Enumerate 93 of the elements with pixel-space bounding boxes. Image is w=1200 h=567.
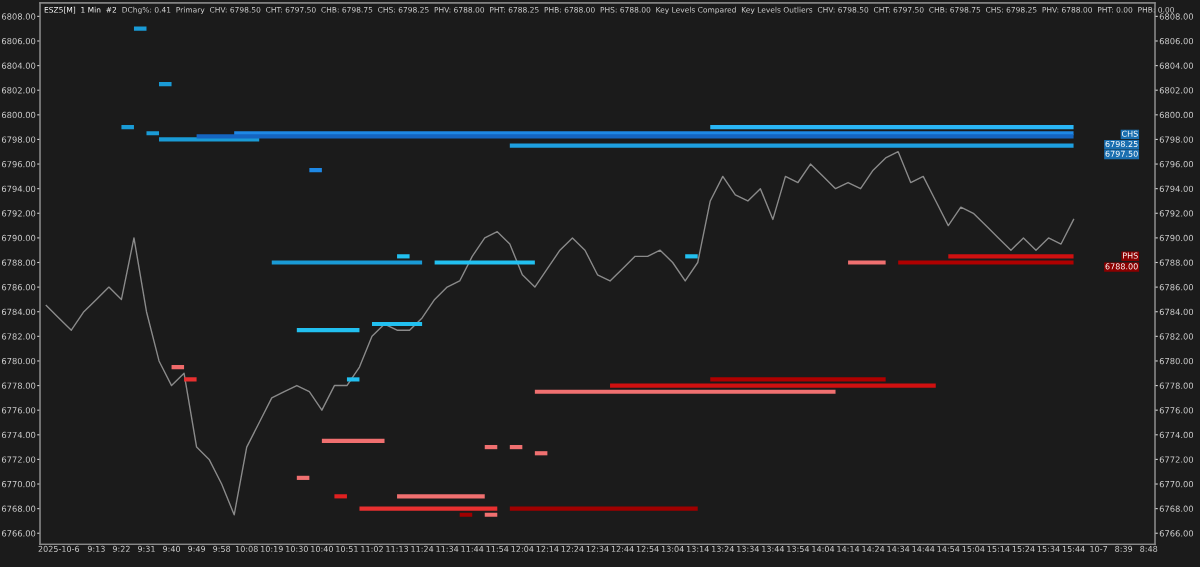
- x-tick-label: 13:44: [762, 545, 785, 552]
- y2-tick-label: 6796.00: [1159, 161, 1194, 168]
- x-tick-label: 2025-10-6: [38, 545, 80, 552]
- y-tick-label: 6778.00: [1, 382, 36, 389]
- y2-tick-label: 6802.00: [1159, 87, 1194, 94]
- y-tick-label: 6792.00: [1, 210, 36, 217]
- x-tick-label: 15:44: [1062, 545, 1085, 552]
- x-tick-label: 12:04: [511, 545, 534, 552]
- x-tick-label: 10:19: [261, 545, 283, 552]
- x-tick-label: 13:24: [712, 545, 734, 552]
- x-tick-label: 10:40: [311, 545, 333, 552]
- y-tick-label: 6802.00: [1, 87, 36, 94]
- y-tick-label: 6794.00: [1, 185, 36, 192]
- x-tick-label: 11:44: [461, 545, 484, 552]
- y-tick-label: 6808.00: [1, 13, 36, 20]
- x-tick-label: 8:39: [1115, 545, 1133, 552]
- y-tick-label: 6784.00: [1, 308, 36, 316]
- y-tick-label: 6772.00: [1, 456, 36, 463]
- y-tick-label: 6786.00: [1, 284, 36, 291]
- y-tick-label: 6766.00: [1, 530, 36, 537]
- y2-tick-label: 6766.00: [1159, 530, 1194, 537]
- x-tick-label: 9:22: [112, 545, 130, 552]
- y-tick-label: 6806.00: [1, 37, 36, 45]
- x-tick-label: 13:14: [687, 545, 709, 552]
- y2-tick-label: 6782.00: [1159, 333, 1194, 340]
- x-tick-label: 9:49: [188, 545, 206, 552]
- annotation: 6797.50: [1105, 150, 1138, 157]
- x-tick-label: 9:31: [137, 545, 155, 552]
- x-tick-label: 11:34: [436, 545, 459, 552]
- x-tick-label: 13:04: [661, 545, 684, 552]
- x-tick-label: 9:40: [163, 545, 181, 552]
- y2-tick-label: 6798.00: [1159, 136, 1194, 143]
- x-tick-label: 12:54: [636, 545, 659, 552]
- y-tick-label: 6768.00: [1, 505, 36, 512]
- x-tick-label: 14:54: [937, 545, 960, 552]
- x-tick-label: 14:44: [912, 545, 935, 552]
- y-tick-label: 6776.00: [1, 407, 36, 414]
- annotation: 6798.25: [1105, 140, 1138, 148]
- y-tick-label: 6804.00: [1, 62, 36, 69]
- y2-tick-label: 6790.00: [1159, 234, 1194, 242]
- y2-tick-label: 6784.00: [1159, 308, 1194, 316]
- y2-tick-label: 6792.00: [1159, 210, 1194, 217]
- x-tick-label: 10-7: [1090, 545, 1108, 552]
- x-tick-label: 15:14: [987, 545, 1010, 552]
- y2-tick-label: 6806.00: [1159, 37, 1194, 45]
- y-tick-label: 6798.00: [1, 136, 36, 143]
- y2-tick-label: 6774.00: [1159, 431, 1194, 439]
- x-tick-label: 15:24: [1012, 545, 1035, 552]
- y2-tick-label: 6794.00: [1159, 185, 1194, 192]
- x-tick-label: 12:24: [561, 545, 584, 552]
- y2-tick-label: 6788.00: [1159, 259, 1194, 266]
- y2-tick-label: 6780.00: [1159, 357, 1194, 365]
- y-tick-label: 6800.00: [1, 111, 36, 119]
- x-tick-label: 11:02: [361, 545, 383, 552]
- x-tick-label: 13:54: [787, 545, 810, 552]
- x-tick-label: 14:24: [862, 545, 885, 552]
- x-tick-label: 14:34: [887, 545, 910, 552]
- annotation: PHS: [1123, 252, 1138, 259]
- x-tick-label: 10:08: [235, 545, 258, 552]
- x-tick-label: 14:04: [812, 545, 835, 552]
- y-tick-label: 6790.00: [1, 234, 36, 242]
- x-tick-label: 11:24: [411, 545, 434, 552]
- annotation: CHS: [1121, 130, 1138, 137]
- y2-tick-label: 6786.00: [1159, 284, 1194, 291]
- x-tick-label: 15:04: [962, 545, 985, 552]
- x-tick-label: 11:54: [486, 545, 509, 552]
- y2-tick-label: 6800.00: [1159, 111, 1194, 119]
- x-tick-label: 12:44: [611, 545, 634, 552]
- x-tick-label: 8:48: [1140, 545, 1158, 552]
- y2-tick-label: 6770.00: [1159, 481, 1194, 488]
- annotation: 6788.00: [1105, 263, 1138, 270]
- y2-tick-label: 6804.00: [1159, 62, 1194, 69]
- y-tick-label: 6796.00: [1, 161, 36, 168]
- y2-tick-label: 6772.00: [1159, 456, 1194, 463]
- y-tick-label: 6774.00: [1, 431, 36, 439]
- y2-tick-label: 6778.00: [1159, 382, 1194, 389]
- x-tick-label: 9:13: [87, 545, 105, 552]
- y2-tick-label: 6776.00: [1159, 407, 1194, 414]
- x-tick-label: 12:14: [536, 545, 559, 552]
- x-tick-label: 9:58: [213, 545, 231, 552]
- y-tick-label: 6780.00: [1, 357, 36, 365]
- y-tick-label: 6782.00: [1, 333, 36, 340]
- x-tick-label: 10:30: [286, 545, 308, 552]
- x-tick-label: 15:34: [1037, 545, 1060, 552]
- y2-tick-label: 6768.00: [1159, 505, 1194, 512]
- x-tick-label: 12:34: [586, 545, 609, 552]
- x-tick-label: 14:14: [837, 545, 860, 552]
- y-tick-label: 6788.00: [1, 259, 36, 266]
- x-tick-label: 11:13: [386, 545, 409, 552]
- x-tick-label: 10:51: [336, 545, 358, 552]
- y2-tick-label: 6808.00: [1159, 13, 1194, 20]
- y-tick-label: 6770.00: [1, 481, 36, 488]
- x-tick-label: 13:34: [737, 545, 759, 552]
